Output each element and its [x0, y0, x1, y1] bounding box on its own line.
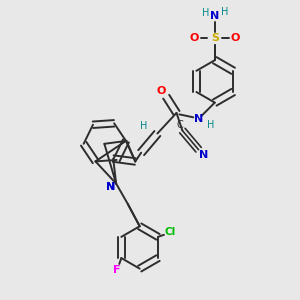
- Text: F: F: [113, 265, 121, 275]
- Text: N: N: [210, 11, 219, 21]
- Text: O: O: [190, 33, 199, 43]
- Text: S: S: [211, 33, 219, 43]
- Text: N: N: [106, 182, 116, 192]
- Text: C: C: [176, 120, 183, 130]
- Text: O: O: [231, 33, 240, 43]
- Text: N: N: [194, 114, 203, 124]
- Text: N: N: [106, 182, 116, 192]
- Text: Cl: Cl: [164, 227, 176, 237]
- Text: N: N: [199, 150, 208, 160]
- Text: O: O: [156, 86, 166, 96]
- Text: H: H: [207, 120, 214, 130]
- Text: H: H: [220, 7, 228, 16]
- Text: H: H: [202, 8, 209, 18]
- Text: H: H: [140, 121, 148, 131]
